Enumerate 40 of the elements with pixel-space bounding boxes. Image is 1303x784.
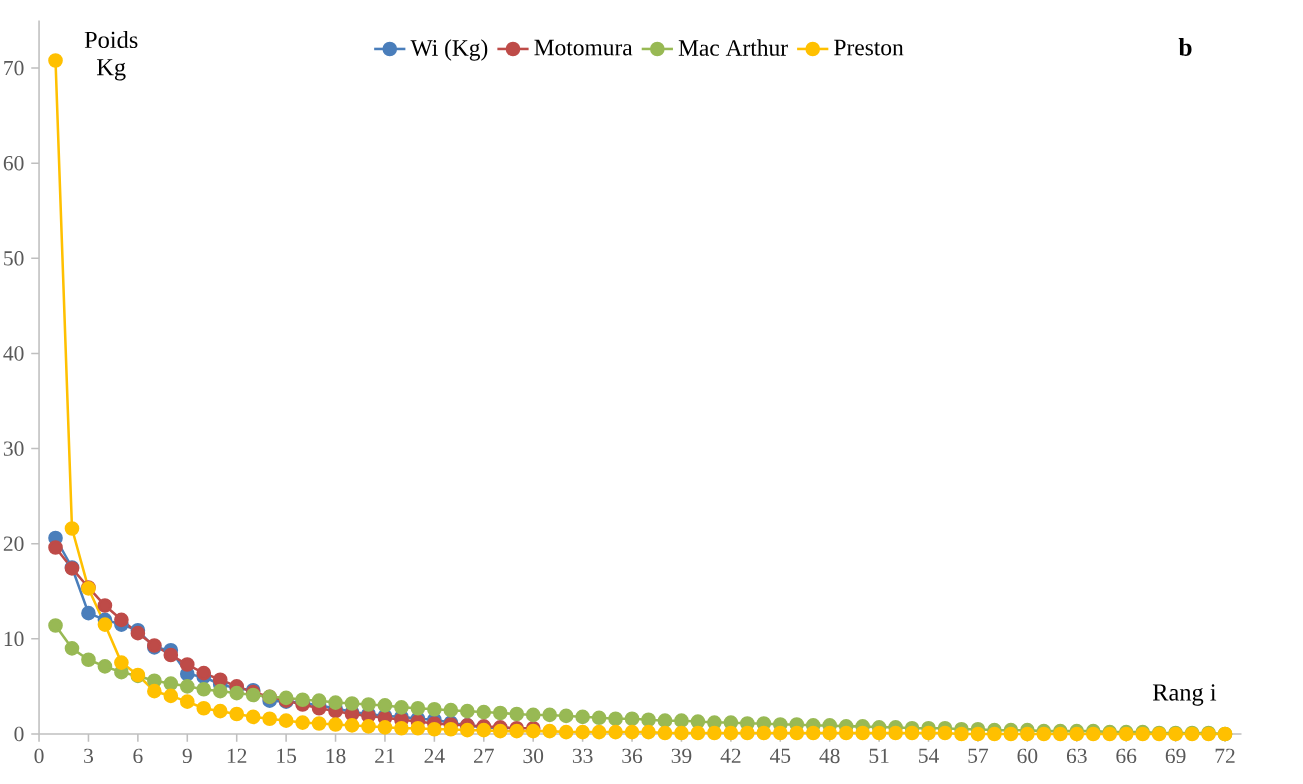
annotation: b [1178,38,1192,57]
x-tick-label: 54 [919,748,939,764]
legend-label: Motomura [534,39,633,56]
x-tick-label: 57 [968,748,989,764]
y-tick-label: 60 [3,156,24,171]
x-tick-label: 33 [572,748,593,764]
y-tick-label: 0 [14,726,24,742]
y-tick-label: 40 [3,346,24,361]
legend-label: Mac Arthur [678,39,788,56]
x-tick-label: 12 [227,748,247,763]
x-tick-label: 42 [720,748,741,763]
y-tick-label: 30 [3,441,24,456]
x-tick-label: 36 [622,748,643,764]
x-tick-label: 30 [523,748,544,764]
x-tick-label: 69 [1165,748,1186,764]
y-tick-label: 10 [4,631,24,647]
x-tick-label: 63 [1066,748,1087,764]
x-tick-label: 9 [182,748,192,764]
x-tick-label: 15 [277,748,297,764]
x-tick-label: 27 [474,748,494,763]
y-tick-label: 20 [3,536,24,552]
legend-label: Wi (Kg) [410,39,488,61]
x-tick-label: 21 [375,748,395,763]
x-tick-label: 39 [671,748,692,764]
y-tick-label: 70 [4,60,24,76]
x-axis-title: Rang i [1152,684,1217,706]
x-tick-label: 18 [326,748,346,764]
x-tick-label: 3 [84,748,93,764]
x-tick-label: 6 [133,748,143,764]
x-tick-label: 0 [34,748,44,764]
x-tick-label: 72 [1215,748,1235,763]
legend-label: Preston [834,39,904,56]
x-tick-label: 66 [1116,748,1137,764]
x-tick-label: 51 [869,748,889,764]
x-tick-label: 60 [1017,748,1038,764]
y-axis-title: Poids Kg [84,31,138,81]
y-tick-label: 50 [4,251,24,266]
x-tick-label: 24 [424,748,445,763]
x-tick-label: 48 [819,748,840,764]
x-tick-label: 45 [769,748,791,764]
